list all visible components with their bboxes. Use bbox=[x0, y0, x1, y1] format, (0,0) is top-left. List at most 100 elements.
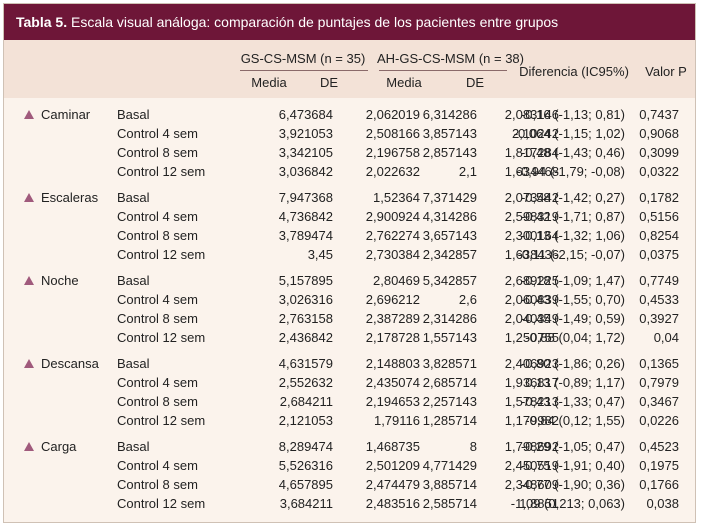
table-row: Control 4 sem 4,736842 2,900924 4,314286 2,5… bbox=[4, 207, 695, 226]
group2-media-cell: 8 bbox=[469, 439, 477, 454]
row-label: Control 8 sem bbox=[117, 311, 198, 326]
diff-cell: -0,88 (0,04; 1,72) bbox=[525, 330, 625, 345]
group1-de-cell: 2,483516 bbox=[365, 496, 420, 511]
group2-media-cell: 2,585714 bbox=[422, 496, 477, 511]
p-value-cell: 0,4533 bbox=[639, 292, 679, 307]
triangle-icon bbox=[24, 110, 34, 119]
group-gap bbox=[4, 181, 695, 188]
p-value-cell: 0,5156 bbox=[639, 209, 679, 224]
table-frame: Tabla 5. Escala visual análoga: comparac… bbox=[3, 3, 696, 523]
table-title: Tabla 5. Escala visual análoga: comparac… bbox=[4, 4, 695, 40]
group1-media-cell: 2,684211 bbox=[279, 394, 333, 409]
triangle-icon bbox=[24, 276, 34, 285]
table-row: Control 8 sem 3,789474 2,762274 3,657143 2,3… bbox=[4, 226, 695, 245]
group2-media-cell: 1,557143 bbox=[422, 330, 477, 345]
triangle-icon bbox=[24, 359, 34, 368]
row-label: Control 4 sem bbox=[117, 209, 198, 224]
group2-de-cell: 2,300164 bbox=[504, 228, 559, 243]
row-label: Control 12 sem bbox=[117, 496, 206, 511]
group1-de-cell: 2,062019 bbox=[365, 107, 420, 122]
table-row: Descansa Basal 4,631579 2,148803 3,828571 2,4… bbox=[4, 354, 695, 373]
table-row: Control 8 sem 4,657895 2,474479 3,885714 2,3… bbox=[4, 475, 695, 494]
diff-cell: -0,58 (-1,42; 0,27) bbox=[520, 190, 625, 205]
group1-media-cell: 3,026316 bbox=[278, 292, 333, 307]
table-row: Control 4 sem 3,026316 2,696212 2,6 2,060839… bbox=[4, 290, 695, 309]
table-header: GS-CS-MSM (n = 35) AH-GS-CS-MSM (n = 38)… bbox=[4, 40, 695, 98]
group2-de-cell: 2,406923 bbox=[504, 356, 559, 371]
group1-media-cell: 3,342105 bbox=[278, 145, 333, 160]
group2-de-cell: 2,598319 bbox=[504, 209, 559, 224]
group2-media-cell: 3,885714 bbox=[422, 477, 477, 492]
group2-media-cell: 7,371429 bbox=[422, 190, 477, 205]
diff-cell: -1,09 (0,213; 0,063) bbox=[510, 496, 625, 511]
table-row: Control 12 sem 3,45 2,730384 2,342857 1,6384… bbox=[4, 245, 695, 264]
diff-header: Diferencia (IC95%) bbox=[519, 64, 629, 79]
group2-media-cell: 2,6 bbox=[458, 292, 477, 307]
diff-cell: -0,80 (-1,86; 0,26) bbox=[520, 356, 625, 371]
diff-cell: -0,29 (-1,05; 0,47) bbox=[520, 439, 625, 454]
group2-media-cell: 2,257143 bbox=[422, 394, 477, 409]
table-row: Noche Basal 5,157895 2,80469 5,342857 2,68922… bbox=[4, 271, 695, 290]
table-row: Control 12 sem 3,036842 2,022632 2,1 1,63446… bbox=[4, 162, 695, 181]
group-gap bbox=[4, 430, 695, 437]
group2-media-header: Media bbox=[386, 75, 422, 90]
group-name: Descansa bbox=[41, 356, 99, 371]
row-label: Basal bbox=[117, 190, 150, 205]
group-name: Carga bbox=[41, 439, 77, 454]
p-value-cell: 0,3467 bbox=[639, 394, 679, 409]
row-label: Basal bbox=[117, 107, 150, 122]
diff-cell: -0,43 (-1,33; 0,47) bbox=[520, 394, 625, 409]
group-name: Escaleras bbox=[41, 190, 99, 205]
group1-de-cell: 2,387289 bbox=[365, 311, 420, 326]
row-label: Control 12 sem bbox=[117, 164, 206, 179]
group2-de-cell: 1,798692 bbox=[504, 439, 559, 454]
group2-media-cell: 2,314286 bbox=[422, 311, 477, 326]
group2-de-header: DE bbox=[465, 75, 485, 90]
p-value-cell: 0,7749 bbox=[639, 273, 679, 288]
group2-media-cell: 2,857143 bbox=[422, 145, 477, 160]
row-label: Control 8 sem bbox=[117, 477, 198, 492]
group2-de-cell: 1,638436 bbox=[504, 247, 559, 262]
p-value-cell: 0,1365 bbox=[639, 356, 679, 371]
group2-de-cell: 2,073442 bbox=[504, 190, 559, 205]
row-label: Control 4 sem bbox=[117, 292, 198, 307]
diff-cell: -0,94 (-1,79; -0,08) bbox=[516, 164, 625, 179]
row-label: Basal bbox=[117, 273, 150, 288]
group1-de-cell: 2,696212 bbox=[365, 292, 420, 307]
group1-media-cell: 4,631579 bbox=[278, 356, 333, 371]
group1-media-header: Media bbox=[251, 75, 287, 90]
group1-media-cell: 5,526316 bbox=[278, 458, 333, 473]
group1-de-cell: 2,730384 bbox=[365, 247, 420, 262]
group2-de-cell: 1,179982 bbox=[504, 413, 559, 428]
table-row: Control 8 sem 2,763158 2,387289 2,314286 2,0… bbox=[4, 309, 695, 328]
group1-de-cell: 2,435074 bbox=[365, 375, 420, 390]
group2-media-cell: 6,314286 bbox=[422, 107, 477, 122]
group-gap bbox=[4, 264, 695, 271]
group2-header: AH-GS-CS-MSM (n = 38) bbox=[377, 51, 524, 66]
group1-de-cell: 1,79116 bbox=[373, 413, 420, 428]
diff-cell: -0,84 (0,12; 1,55) bbox=[525, 413, 625, 428]
row-label: Control 4 sem bbox=[117, 375, 198, 390]
p-value-cell: 0,1782 bbox=[639, 190, 679, 205]
group1-de-cell: 2,022632 bbox=[365, 164, 420, 179]
row-label: Control 8 sem bbox=[117, 145, 198, 160]
triangle-icon bbox=[24, 193, 34, 202]
group2-de-cell: 2,083146 bbox=[504, 107, 559, 122]
group2-media-cell: 3,857143 bbox=[422, 126, 477, 141]
table-row: Control 4 sem 5,526316 2,501209 4,771429 2,4… bbox=[4, 456, 695, 475]
row-group: Caminar Basal 6,473684 2,062019 6,314286 2,08… bbox=[4, 105, 695, 181]
p-value-cell: 0,3927 bbox=[639, 311, 679, 326]
table-row: Control 4 sem 3,921053 2,508166 3,857143 2,1… bbox=[4, 124, 695, 143]
group1-de-cell: 2,194653 bbox=[365, 394, 420, 409]
table-row: Escaleras Basal 7,947368 1,52364 7,371429 2,0… bbox=[4, 188, 695, 207]
group1-media-cell: 6,473684 bbox=[278, 107, 333, 122]
p-value-cell: 0,0375 bbox=[639, 247, 679, 262]
group1-media-cell: 3,036842 bbox=[278, 164, 333, 179]
table-row: Carga Basal 8,289474 1,468735 8 1,798692 -0,29… bbox=[4, 437, 695, 456]
diff-cell: -0,48 (-1,43; 0,46) bbox=[520, 145, 625, 160]
group1-media-cell: 3,921053 bbox=[278, 126, 333, 141]
group2-media-cell: 3,657143 bbox=[422, 228, 477, 243]
p-value-cell: 0,7979 bbox=[639, 375, 679, 390]
group1-media-cell: 8,289474 bbox=[278, 439, 333, 454]
p-value-cell: 0,0226 bbox=[639, 413, 679, 428]
